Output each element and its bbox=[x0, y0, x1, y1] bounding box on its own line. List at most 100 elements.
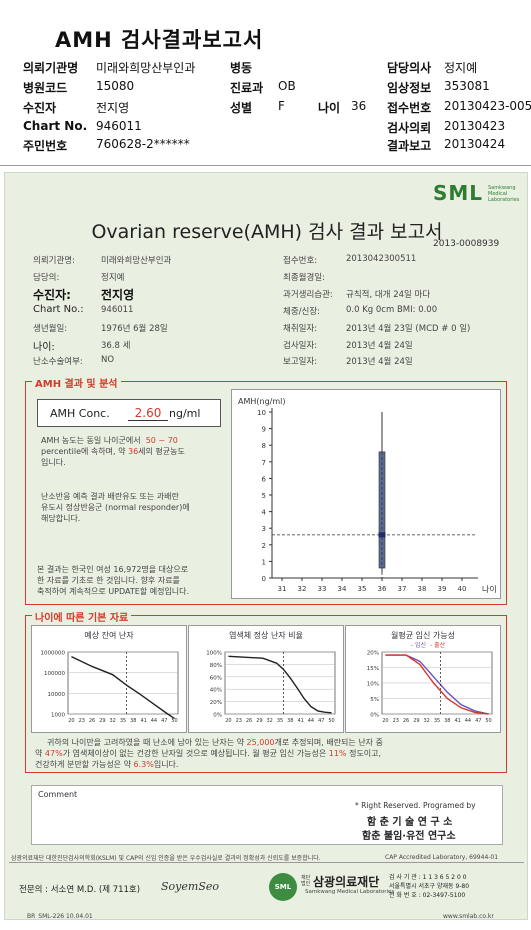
header-label-report-date: 결과보고 bbox=[387, 139, 432, 153]
field-label-collection-date: 채취일자: bbox=[283, 324, 318, 334]
normal-eggs-y-tick-label: 60% bbox=[210, 675, 222, 681]
pregnancy-chart-panel: 월평균 임신 가능성 20% 15% 10% 5% 0% 20 23 26 29 32 35 38 41 4… bbox=[345, 625, 501, 733]
header-label-resident-no: 주민번호 bbox=[23, 139, 68, 153]
header-value-institution: 미래와희망산부인과 bbox=[96, 61, 196, 75]
header-value-age: 36 bbox=[351, 99, 367, 113]
amh-chart-x-tick-label: 34 bbox=[338, 585, 347, 593]
field-label-weight-height: 체중/신장: bbox=[283, 307, 321, 317]
field-label-patient: 수진자: bbox=[33, 288, 71, 302]
field-label-last-period: 최종월경일: bbox=[283, 273, 325, 283]
normal-eggs-y-tick-label: 0% bbox=[213, 713, 222, 719]
pregnancy-y-tick-label: 15% bbox=[367, 666, 379, 672]
remaining-eggs-series-line bbox=[71, 655, 175, 720]
foundation-prefix: 재단 법인 bbox=[301, 875, 311, 887]
report-sheet: SML Samkwang Medical Laboratories Ovarian … bbox=[4, 172, 528, 920]
pregnancy-x-tick-label: 32 bbox=[424, 718, 430, 724]
field-label-institution: 의뢰기관명: bbox=[33, 256, 75, 266]
header-value-sex: F bbox=[278, 99, 285, 113]
comment-box bbox=[31, 785, 503, 845]
amh-chart-y-tick-label: 2 bbox=[262, 542, 266, 550]
normal-eggs-y-tick-label: 40% bbox=[210, 688, 222, 694]
field-value-chart-no: 946011 bbox=[101, 305, 134, 315]
normal-eggs-x-tick-label: 41 bbox=[297, 718, 303, 724]
field-value-receipt-no: 2013042300511 bbox=[346, 254, 417, 264]
remaining-eggs-x-tick-label: 44 bbox=[151, 718, 157, 724]
pregnancy-x-tick-label: 41 bbox=[454, 718, 460, 724]
remaining-eggs-x-tick-label: 35 bbox=[120, 718, 126, 724]
amh-chart-x-tick-label: 38 bbox=[418, 585, 427, 593]
normal-eggs-y-tick-label: 100% bbox=[206, 651, 222, 657]
field-value-report-date: 2013년 4월 24일 bbox=[346, 357, 413, 367]
header-label-patient: 수진자 bbox=[23, 101, 57, 115]
foundation-logo: SML bbox=[269, 873, 297, 901]
amh-chart-y-tick-label: 8 bbox=[262, 442, 266, 450]
field-label-birthdate: 생년월일: bbox=[33, 324, 68, 334]
header-label-chart-no: Chart No. bbox=[23, 119, 88, 133]
pregnancy-y-tick-label: 20% bbox=[367, 651, 379, 657]
amh-chart-x-tick-label: 39 bbox=[438, 585, 447, 593]
amh-chart-y-tick-label: 5 bbox=[262, 492, 266, 500]
field-value-test-date: 2013년 4월 24일 bbox=[346, 341, 413, 351]
header-label-sex: 성별 bbox=[230, 101, 253, 115]
pregnancy-y-tick-label: 5% bbox=[370, 697, 379, 703]
header-value-clinical-info: 353081 bbox=[444, 79, 490, 93]
header-label-ward: 병동 bbox=[230, 61, 253, 75]
normal-eggs-series-line bbox=[228, 655, 332, 714]
amh-conc-unit: ng/ml bbox=[169, 407, 201, 420]
remaining-eggs-title: 예상 잔여 난자 bbox=[84, 630, 134, 640]
normal-eggs-y-tick-label: 20% bbox=[210, 700, 222, 706]
amh-chart-y-tick-label: 4 bbox=[262, 509, 267, 517]
field-label-age: 나이: bbox=[33, 342, 55, 353]
header-value-department: OB bbox=[278, 79, 296, 93]
field-value-ovarian-surgery: NO bbox=[101, 355, 115, 365]
remaining-eggs-x-tick-label: 23 bbox=[79, 718, 85, 724]
comment-label: Comment bbox=[38, 790, 78, 799]
header-value-request-date: 20130423 bbox=[444, 119, 506, 133]
remaining-eggs-x-tick-label: 32 bbox=[110, 718, 116, 724]
certification-text: 삼광의료재단 대한진단검사의학회(KSLM) 및 CAP의 신임 인증을 받은 … bbox=[11, 855, 321, 862]
field-value-weight-height: 0.0 Kg 0cm BMI: 0.00 bbox=[346, 305, 438, 315]
field-value-birthdate: 1976년 6월 28일 bbox=[101, 324, 168, 334]
normal-eggs-chart: 염색체 정상 난자 비율 100% 80% 60% 40% 20% 0%20 23 26 29 32… bbox=[206, 630, 336, 724]
pregnancy-x-tick-label: 35 bbox=[434, 718, 440, 724]
pregnancy-chart: 월평균 임신 가능성 20% 15% 10% 5% 0%20 23 26 29 32 35 38 41 4… bbox=[367, 630, 493, 724]
field-value-age: 36.8 세 bbox=[101, 341, 131, 351]
age-summary-text: 귀하의 나이만을 고려하였을 때 난소에 남아 있는 난자는 약 25,000개… bbox=[35, 738, 383, 769]
normal-eggs-title: 염색체 정상 난자 비율 bbox=[229, 630, 303, 640]
normal-eggs-x-tick-label: 26 bbox=[246, 718, 252, 724]
remaining-eggs-x-tick-label: 50 bbox=[171, 718, 177, 724]
field-value-institution: 미래와희망산부인과 bbox=[101, 256, 172, 266]
amh-chart-y-tick-label: 7 bbox=[262, 459, 266, 467]
amh-chart-patient-marker bbox=[378, 532, 386, 538]
amh-chart-y-tick-label: 6 bbox=[262, 475, 267, 483]
foundation-name: 삼광의료재단 bbox=[313, 875, 380, 889]
amh-conc-value: 2.60 bbox=[128, 406, 168, 421]
remaining-eggs-x-tick-label: 20 bbox=[68, 718, 74, 724]
amh-chart-x-tick-label: 37 bbox=[398, 585, 407, 593]
header-divider bbox=[0, 165, 531, 166]
header-value-hospital-code: 15080 bbox=[96, 79, 135, 93]
field-label-receipt-no: 접수번호: bbox=[283, 256, 318, 266]
pregnancy-x-tick-label: 38 bbox=[444, 718, 450, 724]
header-value-report-date: 20130424 bbox=[444, 137, 506, 151]
normal-eggs-x-tick-label: 35 bbox=[277, 718, 283, 724]
field-value-patient: 전지영 bbox=[101, 288, 135, 302]
amh-chart-x-tick-label: 36 bbox=[378, 585, 387, 593]
normal-eggs-x-tick-label: 44 bbox=[308, 718, 314, 724]
sml-logo: SML bbox=[433, 181, 484, 205]
foundation-subtitle: Samkwang Medical Laboratories bbox=[305, 889, 395, 895]
remaining-eggs-y-tick-label: 1000 bbox=[51, 713, 65, 719]
pregnancy-series-line bbox=[385, 654, 489, 715]
amh-age-chart-panel: AMH(ng/ml) 0 1 2 3 4 5 6 7 8 9 10 31 32 33 34 35 36 37 38 39… bbox=[231, 389, 501, 599]
amh-chart-x-tick-label: 31 bbox=[278, 585, 287, 593]
remaining-eggs-y-tick-label: 10000 bbox=[48, 692, 66, 698]
field-label-chart-no: Chart No.: bbox=[33, 304, 84, 315]
remaining-eggs-y-tick-label: 1000000 bbox=[41, 651, 66, 657]
pregnancy-legend-2: - 출산 bbox=[430, 641, 446, 649]
amh-response-text: 난소반응 예측 결과 배란유도 또는 과배란 유도시 정상반응군 (normal… bbox=[41, 492, 190, 523]
pregnancy-legend-1: - 임신 bbox=[411, 641, 426, 649]
amh-data-note: 본 결과는 한국인 여성 16,972명을 대상으로 한 자료를 기초로 한 것… bbox=[37, 565, 190, 596]
header-label-hospital-code: 병원코드 bbox=[23, 81, 68, 95]
normal-eggs-x-tick-label: 50 bbox=[328, 718, 334, 724]
